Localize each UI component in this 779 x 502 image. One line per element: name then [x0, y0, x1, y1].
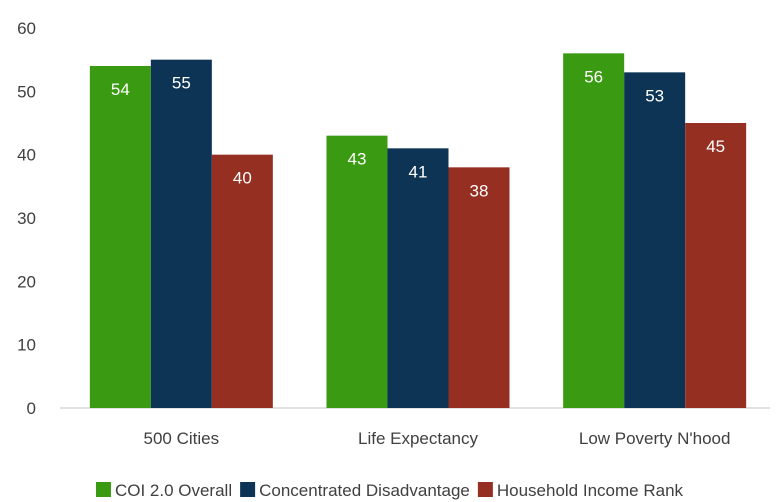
legend-label: Concentrated Disadvantage [259, 481, 470, 500]
y-tick-label: 0 [27, 399, 36, 418]
category-label: Life Expectancy [358, 429, 479, 448]
data-labels: 54 55 40 43 41 38 56 53 45 [111, 67, 725, 200]
y-axis-tick-labels: 0 10 20 30 40 50 60 [17, 19, 36, 418]
y-tick-label: 60 [17, 19, 36, 38]
bar-value-label: 53 [645, 86, 664, 105]
legend-label: COI 2.0 Overall [115, 481, 232, 500]
legend-swatch [240, 482, 256, 497]
bar [563, 53, 625, 408]
legend: COI 2.0 Overall Concentrated Disadvantage… [95, 481, 684, 500]
legend-swatch [95, 482, 111, 497]
bar-value-label: 40 [233, 169, 252, 188]
category-label: 500 Cities [144, 429, 220, 448]
y-tick-label: 50 [17, 82, 36, 101]
bar-value-label: 43 [348, 150, 367, 169]
legend-label: Household Income Rank [497, 481, 684, 500]
bar [326, 135, 388, 408]
bar-value-label: 38 [470, 181, 489, 200]
bar [211, 154, 273, 408]
bar [624, 72, 686, 408]
y-tick-label: 40 [17, 146, 36, 165]
bar [89, 66, 151, 408]
y-tick-label: 30 [17, 209, 36, 228]
y-tick-label: 10 [17, 336, 36, 355]
category-label: Low Poverty N'hood [579, 429, 731, 448]
bar-value-label: 41 [409, 162, 428, 181]
bar [387, 148, 449, 409]
bar-groups [89, 53, 747, 409]
category-labels: 500 Cities Life Expectancy Low Poverty N'h… [144, 429, 731, 448]
bar-value-label: 56 [584, 67, 603, 86]
bar-value-label: 54 [111, 80, 130, 99]
bar-value-label: 45 [706, 137, 725, 156]
y-tick-label: 20 [17, 272, 36, 291]
bar [448, 167, 510, 408]
bar-value-label: 55 [172, 74, 191, 93]
bar [150, 59, 212, 409]
bar [685, 123, 747, 408]
legend-swatch [477, 482, 493, 497]
